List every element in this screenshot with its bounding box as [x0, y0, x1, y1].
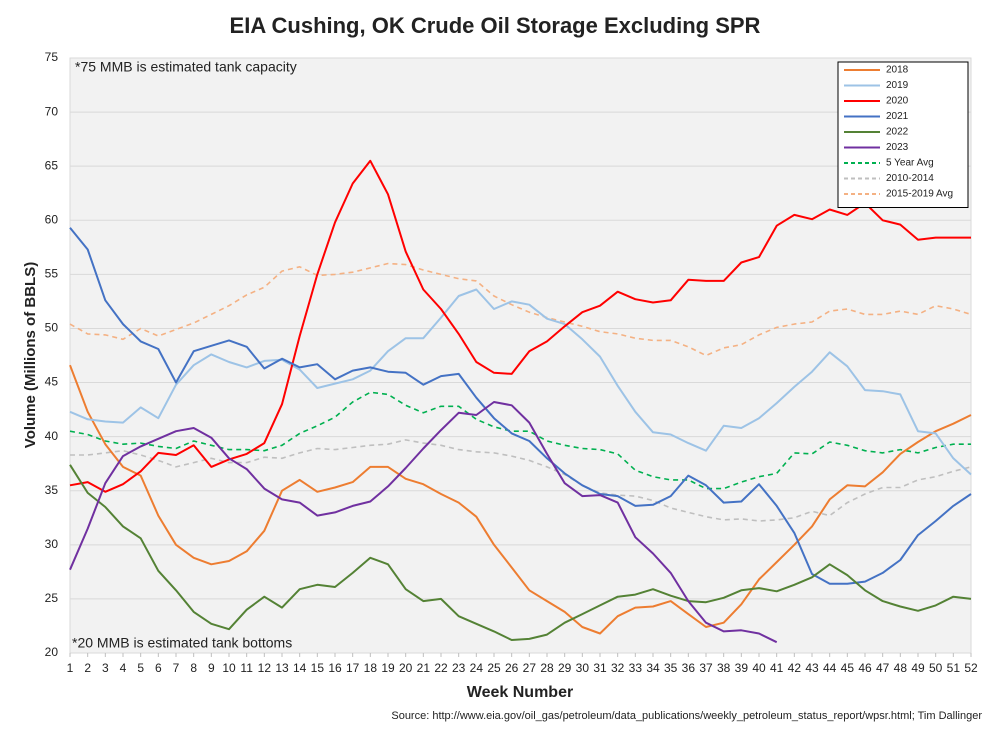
x-tick-label: 33 — [629, 661, 643, 675]
x-tick-label: 6 — [155, 661, 162, 675]
y-tick-label: 45 — [45, 375, 59, 389]
source: Source: http://www.eia.gov/oil_gas/petro… — [391, 710, 982, 722]
x-tick-label: 49 — [911, 661, 925, 675]
x-tick-label: 40 — [752, 661, 766, 675]
x-tick-label: 19 — [381, 661, 395, 675]
x-tick-label: 29 — [558, 661, 572, 675]
x-tick-label: 44 — [823, 661, 837, 675]
x-tick-label: 18 — [364, 661, 378, 675]
x-tick-label: 26 — [505, 661, 519, 675]
legend-label: 2021 — [886, 111, 909, 122]
legend-label: 2023 — [886, 142, 909, 153]
x-tick-label: 43 — [805, 661, 819, 675]
x-tick-label: 17 — [346, 661, 360, 675]
x-tick-label: 22 — [434, 661, 448, 675]
annotation: *75 MMB is estimated tank capacity — [75, 59, 297, 75]
series-line — [69, 262, 972, 357]
x-tick-label: 25 — [487, 661, 501, 675]
x-axis-label: Week Number — [467, 684, 573, 701]
x-tick-label: 10 — [222, 661, 236, 675]
x-tick-label: 51 — [947, 661, 961, 675]
x-tick-label: 38 — [717, 661, 731, 675]
y-tick-label: 25 — [45, 591, 59, 605]
y-tick-label: 40 — [45, 429, 59, 443]
series-line — [69, 464, 972, 641]
x-tick-label: 27 — [523, 661, 537, 675]
plot-area — [69, 57, 972, 654]
legend-label: 2019 — [886, 80, 909, 91]
x-tick-label: 48 — [894, 661, 908, 675]
x-tick-label: 13 — [275, 661, 289, 675]
legend-label: 2010-2014 — [886, 173, 934, 184]
x-tick-label: 12 — [258, 661, 272, 675]
x-tick-label: 30 — [576, 661, 590, 675]
x-tick-label: 15 — [311, 661, 325, 675]
x-tick-label: 14 — [293, 661, 307, 675]
y-tick-label: 30 — [45, 537, 59, 551]
y-tick-label: 65 — [45, 158, 59, 172]
x-tick-label: 32 — [611, 661, 625, 675]
series-line — [69, 227, 972, 585]
x-tick-label: 7 — [173, 661, 180, 675]
legend-label: 2018 — [886, 65, 909, 76]
x-tick-label: 1 — [67, 661, 74, 675]
x-tick-label: 50 — [929, 661, 943, 675]
x-tick-label: 39 — [735, 661, 749, 675]
y-tick-label: 70 — [45, 104, 59, 118]
x-tick-label: 28 — [540, 661, 554, 675]
y-tick-label: 20 — [45, 645, 59, 659]
x-tick-label: 23 — [452, 661, 466, 675]
x-tick-label: 4 — [120, 661, 127, 675]
legend-label: 5 Year Avg — [886, 158, 934, 169]
x-tick-label: 8 — [190, 661, 197, 675]
x-tick-label: 16 — [328, 661, 342, 675]
x-tick-label: 11 — [240, 661, 253, 675]
series-line — [70, 439, 972, 522]
x-tick-label: 31 — [593, 661, 607, 675]
x-tick-label: 52 — [964, 661, 978, 675]
x-tick-label: 36 — [682, 661, 696, 675]
legend-label: 2022 — [886, 127, 909, 138]
x-tick-label: 3 — [102, 661, 109, 675]
chart-title: EIA Cushing, OK Crude Oil Storage Exclud… — [230, 13, 761, 38]
x-tick-label: 24 — [470, 661, 484, 675]
x-tick-label: 21 — [417, 661, 431, 675]
y-axis-label: Volume (Millions of BBLS) — [22, 262, 39, 448]
y-tick-label: 50 — [45, 321, 59, 335]
annotation: *20 MMB is estimated tank bottoms — [72, 635, 292, 651]
legend-label: 2020 — [886, 96, 909, 107]
y-tick-label: 60 — [45, 212, 59, 226]
x-tick-label: 41 — [770, 661, 784, 675]
x-tick-label: 2 — [84, 661, 91, 675]
x-tick-label: 42 — [788, 661, 802, 675]
x-tick-label: 45 — [841, 661, 855, 675]
x-tick-label: 46 — [858, 661, 872, 675]
series-line — [69, 159, 971, 493]
x-tick-label: 47 — [876, 661, 890, 675]
series-line — [69, 364, 972, 635]
x-tick-label: 37 — [699, 661, 713, 675]
x-tick-label: 35 — [664, 661, 678, 675]
y-tick-label: 35 — [45, 483, 59, 497]
x-tick-label: 20 — [399, 661, 413, 675]
series-line — [69, 401, 778, 644]
x-tick-label: 5 — [137, 661, 144, 675]
legend-label: 2015-2019 Avg — [886, 189, 953, 200]
y-tick-label: 55 — [45, 267, 59, 281]
y-tick-label: 75 — [45, 50, 59, 64]
x-tick-label: 34 — [646, 661, 660, 675]
series-line — [69, 288, 972, 476]
x-tick-label: 9 — [208, 661, 215, 675]
